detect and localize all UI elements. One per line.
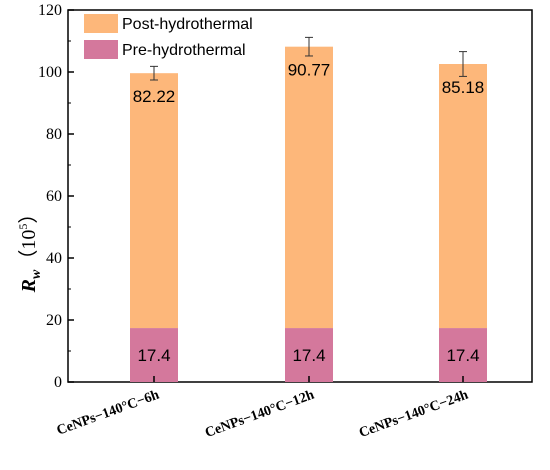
bar-pre-hydrothermal: [285, 328, 333, 382]
y-axis-title-symbol: R: [18, 279, 40, 293]
bar-post-hydrothermal: [285, 46, 333, 329]
y-axis-title-subscript: w: [29, 269, 44, 279]
y-tick-label: 20: [46, 312, 62, 329]
data-label-pre-hydrothermal: 17.4: [292, 346, 325, 365]
data-label-pre-hydrothermal: 17.4: [137, 346, 170, 365]
y-axis-title-unit-base: 10: [18, 230, 40, 250]
x-category-label: CeNPs−140°C−24h: [357, 388, 470, 441]
data-label-post-hydrothermal: 82.22: [133, 87, 176, 106]
y-tick-label: 80: [46, 126, 62, 143]
data-label-post-hydrothermal: 85.18: [442, 78, 485, 97]
bar-pre-hydrothermal: [439, 328, 487, 382]
y-axis: 0 20 40 60 80 100 120: [38, 2, 74, 391]
y-axis-title-unit-close: ）: [17, 204, 40, 224]
bars-group: 82.22 17.4 90.77 17.4 85.18 17.4: [130, 36, 487, 382]
x-axis: CeNPs−140°C−6h CeNPs−140°C−12h CeNPs−140°C…: [55, 376, 471, 441]
x-category-label: CeNPs−140°C−12h: [203, 388, 316, 441]
bar-post-hydrothermal: [130, 73, 178, 329]
legend-swatch-pre-hydrothermal: [84, 40, 118, 59]
legend-label-post-hydrothermal: Post-hydrothermal: [122, 16, 253, 33]
bar-post-hydrothermal: [439, 64, 487, 329]
x-category-label: CeNPs−140°C−6h: [55, 388, 162, 439]
legend-label-pre-hydrothermal: Pre-hydrothermal: [122, 42, 246, 59]
y-tick-label: 60: [46, 188, 62, 205]
y-tick-label: 40: [46, 250, 62, 267]
y-axis-title-unit-open: （: [17, 250, 40, 270]
y-tick-label: 120: [38, 2, 62, 19]
data-label-post-hydrothermal: 90.77: [288, 61, 331, 80]
y-tick-label: 0: [54, 374, 62, 391]
y-axis-title-unit-exponent: 5: [16, 224, 30, 230]
data-label-pre-hydrothermal: 17.4: [446, 346, 479, 365]
bar-pre-hydrothermal: [130, 328, 178, 382]
legend-swatch-post-hydrothermal: [84, 14, 118, 33]
y-tick-label: 100: [38, 64, 62, 81]
legend: Post-hydrothermal Pre-hydrothermal: [84, 14, 253, 59]
y-axis-title: Rw（105）: [16, 204, 44, 294]
